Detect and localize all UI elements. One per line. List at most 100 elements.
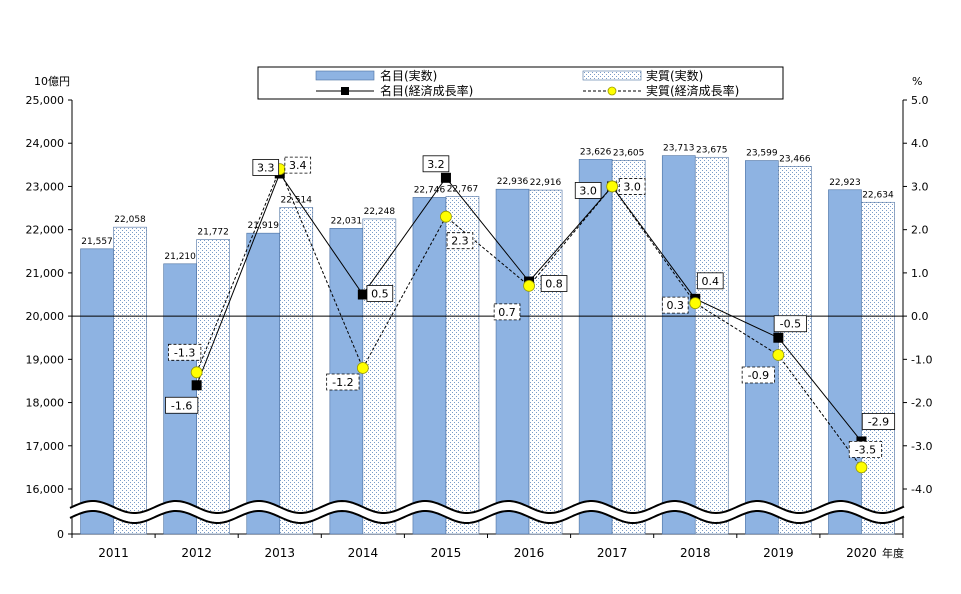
x-tick-label: 2013	[264, 546, 295, 560]
bar-real	[113, 226, 147, 535]
nominal-growth-label: 0.4	[702, 275, 720, 288]
bar-nominal-value-label: 23,599	[746, 149, 778, 159]
real-growth-label: 0.3	[667, 299, 685, 312]
x-tick-label: 2019	[763, 546, 794, 560]
real-growth-label-box	[661, 296, 689, 314]
left-tick-label: 25,000	[26, 94, 65, 107]
bar-real-value-label: 22,767	[447, 185, 479, 195]
bar-real	[196, 239, 230, 535]
bar-real-value-label: 23,466	[779, 154, 811, 164]
bar-real-value-label: 21,772	[197, 228, 229, 238]
real-growth-label-box	[618, 178, 646, 195]
growth-lines	[190, 163, 868, 474]
real-growth-label: -0.9	[748, 369, 769, 382]
bars	[80, 155, 895, 535]
right-tick-label: 3.0	[911, 180, 929, 193]
real-growth-label: -3.5	[855, 443, 876, 456]
marker-real	[772, 349, 785, 361]
right-tick-label: -2.0	[911, 397, 932, 410]
marker-real	[440, 210, 452, 223]
legend-label-real-line: 実質(経済成長率)	[646, 83, 739, 98]
nominal-growth-label: 0.5	[371, 288, 389, 301]
bar-nominal	[661, 155, 696, 535]
left-tick-label: 24,000	[26, 137, 65, 150]
right-tick-label: 1.0	[911, 267, 929, 280]
real-growth-label-box	[741, 366, 775, 384]
real-growth-label-box	[493, 303, 521, 321]
marker-real	[606, 180, 619, 193]
left-axis-unit: 10億円	[34, 75, 70, 88]
bar-nominal-value-label: 21,210	[164, 252, 196, 262]
bar-real	[694, 156, 729, 535]
right-tick-label: -4.0	[911, 483, 932, 496]
bar-nominal	[495, 188, 530, 535]
right-tick-label: 0.0	[911, 310, 929, 323]
real-growth-label: 2.3	[451, 235, 469, 248]
x-tick-label: 2020	[846, 546, 877, 560]
right-tick-label: 5.0	[911, 94, 929, 107]
bar-nominal	[578, 159, 613, 535]
left-tick-label: 19,000	[26, 353, 65, 366]
left-tick-label: 20,000	[26, 310, 65, 323]
x-tick-label: 2016	[514, 546, 545, 560]
nominal-growth-label: 3.3	[257, 161, 275, 174]
bar-real-value-label: 22,248	[364, 207, 396, 217]
bar-nominal	[80, 248, 114, 535]
bar-nominal-value-label: 22,936	[497, 177, 529, 187]
legend-marker-real	[607, 86, 617, 96]
bar-real	[362, 218, 397, 535]
x-axis-ticks: 2011 2012 2013 2014 2015 2016 2017 2018 2019 2020	[71, 534, 904, 560]
nominal-growth-label-box	[574, 182, 602, 199]
data-labels: 21,557 22,058 21,210 21,772 21,919 22,514 22,0…	[81, 144, 896, 458]
bar-nominal-value-label: 22,923	[829, 178, 861, 188]
bar-real	[528, 189, 563, 535]
bar-real	[861, 201, 895, 535]
real-growth-label-box	[284, 156, 312, 174]
right-axis-unit: %	[912, 75, 922, 88]
nominal-growth-label-box	[540, 275, 568, 292]
nominal-growth-label: -1.6	[171, 399, 192, 412]
left-tick-label: 0	[57, 528, 64, 541]
real-growth-label: -1.2	[332, 376, 353, 389]
axis-break-line-lower	[69, 509, 905, 525]
x-tick-label: 2017	[597, 546, 628, 560]
legend-label-real-bar: 実質(実数)	[646, 68, 703, 83]
marker-nominal	[440, 172, 451, 183]
right-tick-label: -1.0	[911, 353, 932, 366]
legend-marker-nominal	[341, 87, 349, 95]
bar-nominal	[745, 160, 779, 535]
marker-real	[523, 279, 535, 292]
x-tick-label: 2018	[680, 546, 711, 560]
real-growth-label-box	[168, 343, 202, 361]
bar-nominal	[246, 232, 281, 535]
legend-swatch-real-bar	[582, 70, 642, 81]
marker-real	[356, 362, 369, 374]
real-growth-label: 3.0	[623, 180, 641, 193]
bar-real-value-label: 22,634	[862, 190, 894, 200]
right-axis-ticks: 5.0 4.0 3.0 2.0 1.0 0.0 -1.0 -2.0 -3.0 -4.0	[903, 94, 932, 496]
legend-swatch-nominal-bar	[315, 70, 375, 81]
marker-real	[689, 297, 702, 310]
left-tick-label: 17,000	[26, 440, 65, 453]
marker-nominal	[191, 380, 202, 391]
left-tick-label: 22,000	[26, 224, 65, 237]
marker-real	[190, 366, 203, 379]
left-tick-label: 21,000	[26, 267, 65, 280]
nominal-growth-label-box	[366, 285, 394, 302]
axis-break	[69, 499, 905, 525]
legend-label-nominal-line: 名目(経済成長率)	[380, 83, 473, 98]
nominal-growth-label-box	[861, 413, 896, 430]
marker-nominal	[357, 289, 368, 300]
bar-real-value-label: 22,514	[281, 195, 313, 205]
bar-real-value-label: 23,675	[696, 145, 728, 155]
bar-real-value-label: 22,058	[114, 215, 146, 225]
marker-real	[855, 461, 868, 474]
nominal-growth-label-box	[252, 159, 280, 176]
nominal-growth-label-box	[165, 396, 199, 414]
bar-nominal-value-label: 23,626	[580, 147, 612, 157]
bar-nominal-value-label: 23,713	[663, 144, 695, 154]
right-tick-label: 4.0	[911, 137, 929, 150]
nominal-growth-label: -2.9	[868, 415, 889, 428]
real-growth-label-box	[848, 440, 883, 458]
